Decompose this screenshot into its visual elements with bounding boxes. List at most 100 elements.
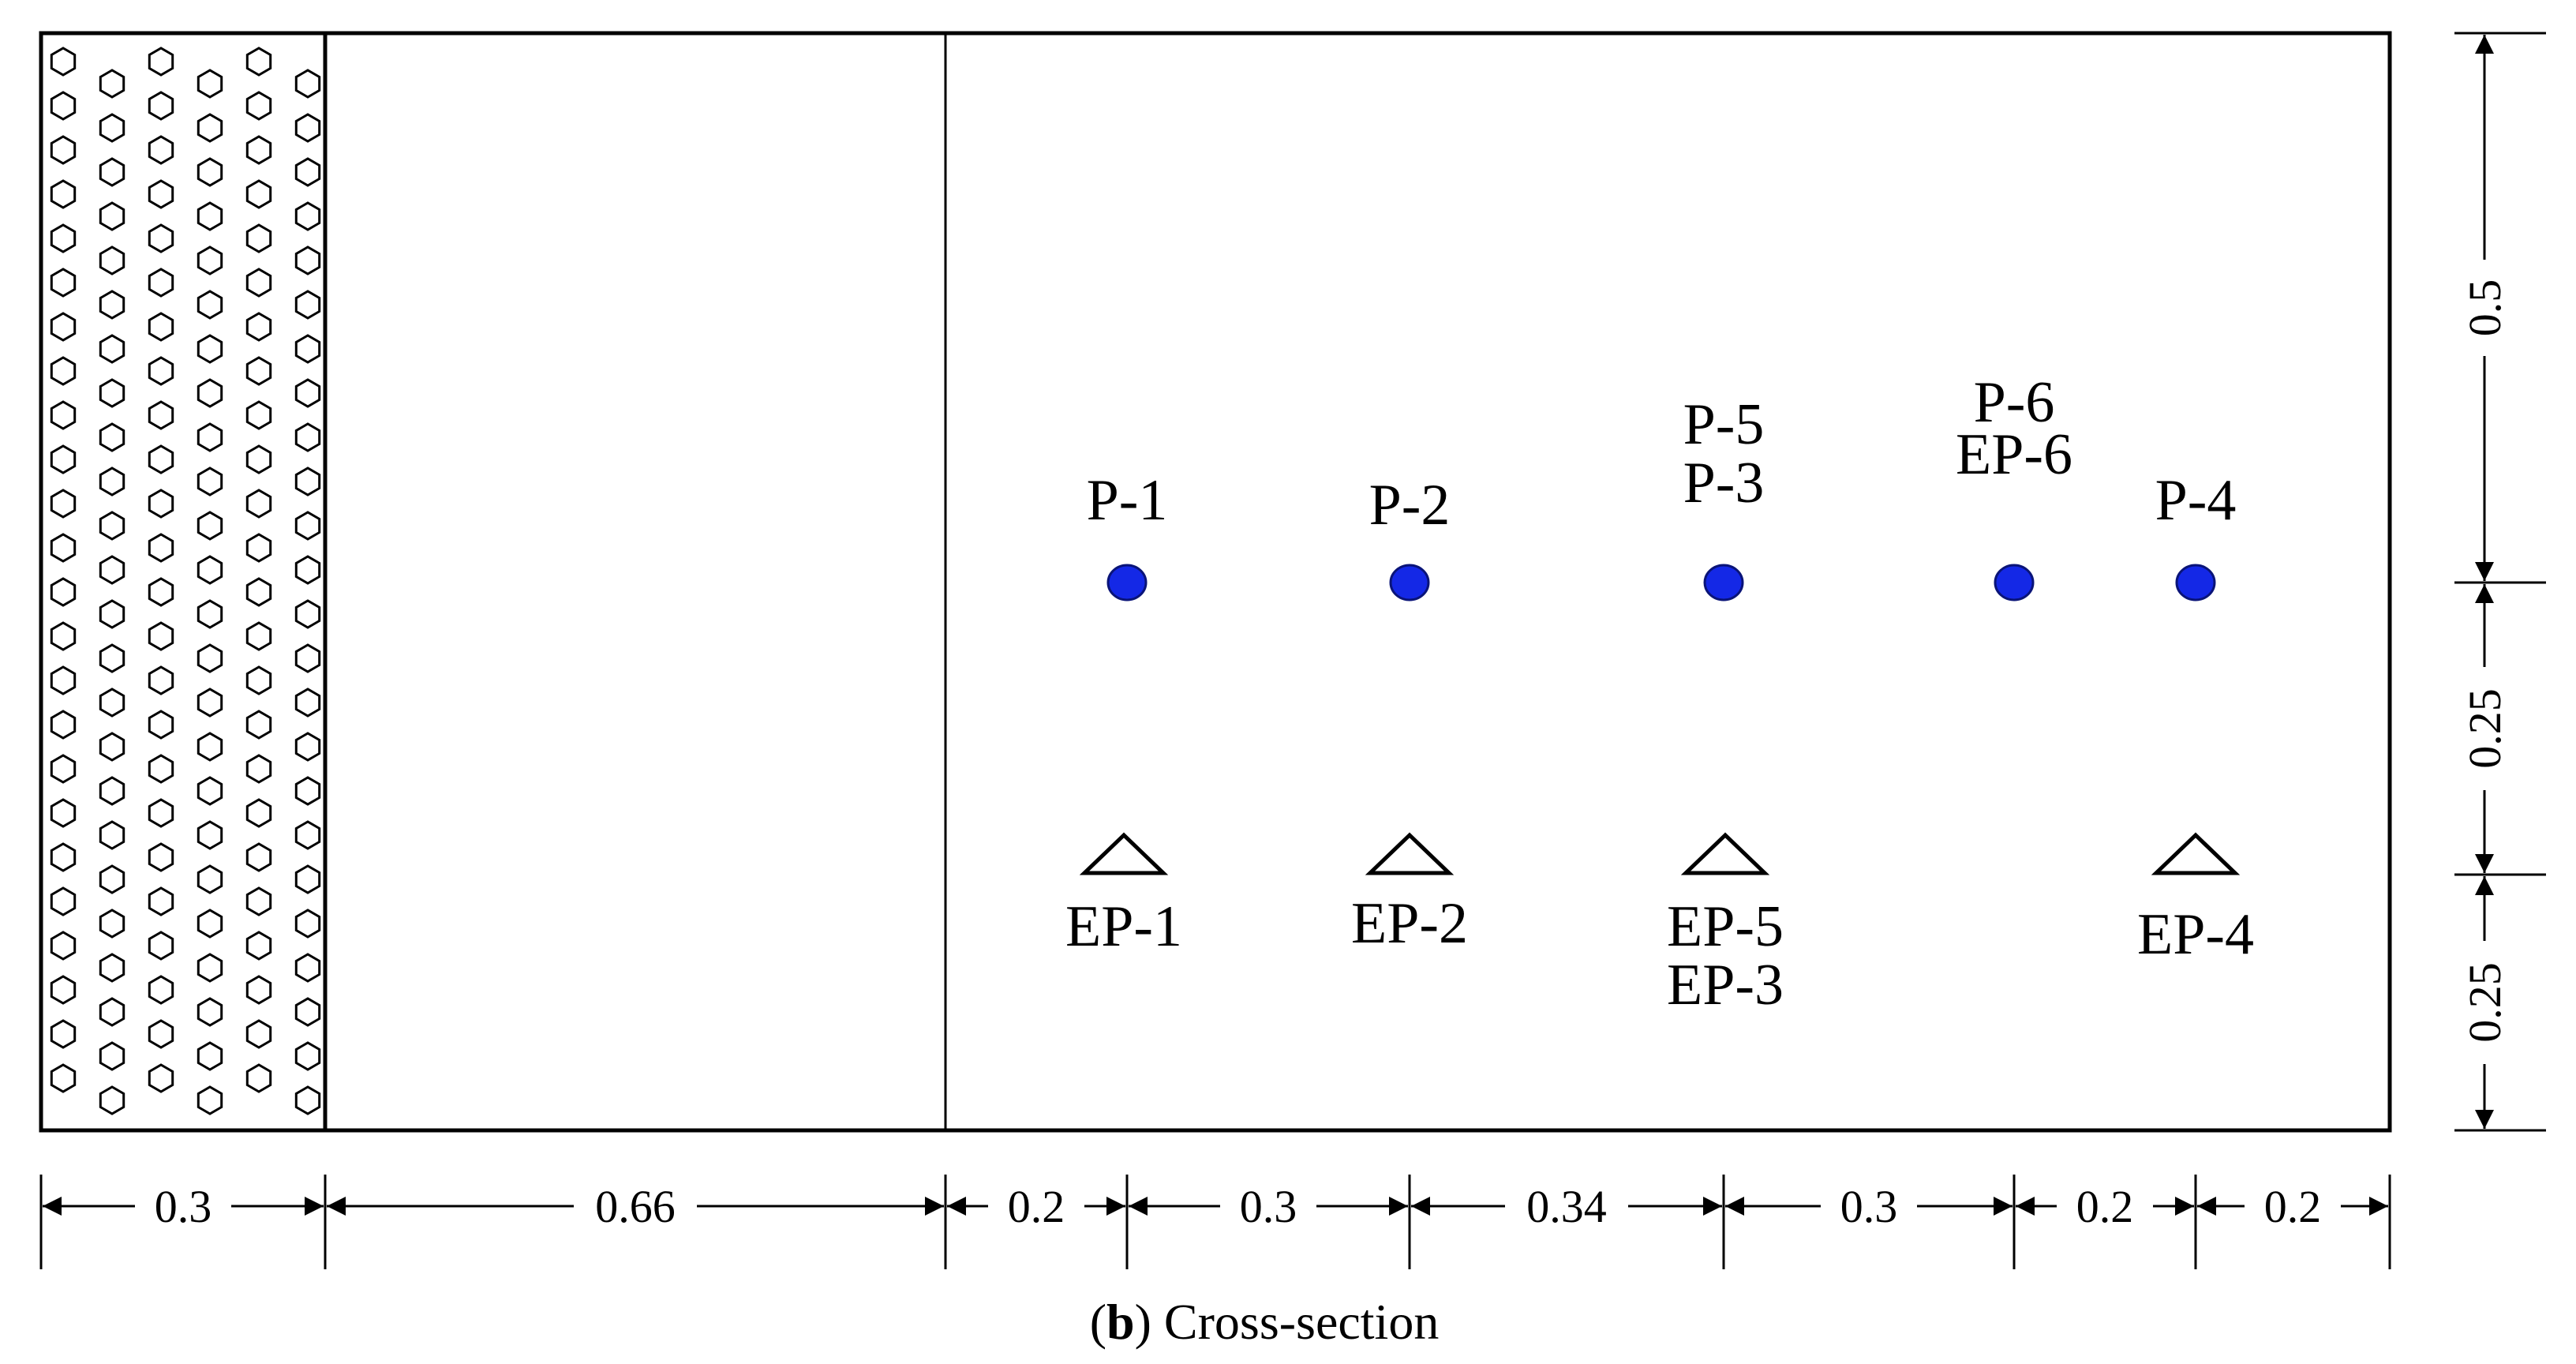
gravel-hex-icon (245, 665, 272, 695)
gravel-hex-icon (99, 953, 125, 983)
pressure-points: P-1 P-2 P-5P-3 P-6EP-6 P-4 (1087, 370, 2236, 601)
gravel-hex-icon (99, 909, 125, 939)
gravel-hex-icon (294, 643, 321, 673)
dimension-label: 0.3 (1240, 1181, 1297, 1232)
gravel-hex-icon (99, 732, 125, 762)
gravel-hex-icon (294, 599, 321, 629)
gravel-hex-icon (294, 245, 321, 275)
gravel-hex-icon (197, 776, 223, 806)
gravel-hex-icon (148, 91, 174, 121)
gravel-hex-icon (245, 1063, 272, 1093)
gravel-hex-icon (197, 909, 223, 939)
vertical-dimensions: 0.5 0.25 0.25 (2454, 32, 2546, 1132)
gravel-hex-icon (245, 47, 272, 77)
gravel-hex-icon (50, 1063, 77, 1093)
gravel-hex-icon (245, 975, 272, 1005)
gravel-hex-icon (245, 489, 272, 519)
gravel-hex-icon (294, 776, 321, 806)
pressure-point-marker (2175, 564, 2216, 601)
gravel-hex-icon (148, 975, 174, 1005)
gravel-hex-icon (99, 378, 125, 408)
gravel-hex-icon (294, 467, 321, 497)
gravel-hex-icon (50, 268, 77, 298)
gravel-hex-icon (148, 842, 174, 872)
pressure-point-marker (1389, 564, 1430, 601)
gravel-hex-icon (99, 688, 125, 718)
gravel-hex-icon (50, 1019, 77, 1049)
gravel-hex-icon (197, 201, 223, 231)
dimension-label: 0.5 (2459, 279, 2510, 337)
earth-pressure-marker (1079, 832, 1169, 875)
gravel-hex-icon (50, 710, 77, 740)
point-label: EP-3 (1667, 953, 1784, 1017)
earth-pressure-marker (2151, 832, 2241, 875)
gravel-hex-icon (245, 710, 272, 740)
gravel-hex-icon (197, 467, 223, 497)
gravel-hex-icon (245, 621, 272, 651)
gravel-hex-icon (99, 643, 125, 673)
gravel-hex-icon (99, 511, 125, 541)
gravel-hex-icon (294, 1041, 321, 1071)
gravel-hex-icon (197, 997, 223, 1027)
gravel-hex-icon (245, 533, 272, 563)
gravel-hex-icon (50, 621, 77, 651)
gravel-hex-icon (245, 577, 272, 607)
dimension-label: 0.3 (1840, 1181, 1898, 1232)
gravel-hex-icon (99, 820, 125, 850)
gravel-hex-icon (99, 157, 125, 187)
gravel-hex-icon (99, 245, 125, 275)
gravel-hex-icon (197, 1041, 223, 1071)
figure-caption: (b) Cross-section (1090, 1294, 1440, 1350)
dimension-label: 0.2 (2076, 1181, 2134, 1232)
gravel-hex-icon (50, 533, 77, 563)
gravel-hex-icon (50, 577, 77, 607)
gravel-hex-icon (50, 489, 77, 519)
gravel-hex-icon (197, 157, 223, 187)
gravel-hex-icon (197, 290, 223, 320)
gravel-hex-icon (99, 334, 125, 364)
gravel-hex-icon (99, 69, 125, 99)
gravel-hex-icon (294, 864, 321, 894)
point-label: P-3 (1683, 451, 1765, 515)
point-label: EP-4 (2137, 902, 2254, 967)
gravel-hex-icon (197, 555, 223, 585)
gravel-hex-icon (294, 201, 321, 231)
gravel-hex-icon (245, 356, 272, 386)
point-label: P-5 (1683, 392, 1765, 457)
gravel-hex-icon (197, 334, 223, 364)
gravel-hex-icon (99, 599, 125, 629)
gravel-hex-icon (50, 135, 77, 165)
gravel-hex-icon (50, 223, 77, 253)
gravel-hex-icon (245, 91, 272, 121)
gravel-hex-icon (148, 135, 174, 165)
gravel-hex-icon (294, 422, 321, 452)
dimension-label: 0.2 (2264, 1181, 2322, 1232)
gravel-hex-icon (50, 400, 77, 430)
gravel-hex-icon (148, 223, 174, 253)
gravel-hex-icon (197, 378, 223, 408)
gravel-hex-icon (148, 931, 174, 961)
gravel-hex-icon (294, 290, 321, 320)
gravel-hex-icon (197, 511, 223, 541)
gravel-hex-icon (197, 688, 223, 718)
gravel-hex-icon (245, 135, 272, 165)
gravel-hex-icon (50, 886, 77, 916)
gravel-hex-icon (148, 1063, 174, 1093)
gravel-hex-icon (294, 378, 321, 408)
point-label: EP-5 (1667, 894, 1784, 959)
gravel-hex-icon (245, 268, 272, 298)
gravel-hex-icon (148, 621, 174, 651)
gravel-hex-icon (197, 422, 223, 452)
point-label: P-2 (1369, 473, 1451, 538)
gravel-hex-icon (294, 820, 321, 850)
gravel-hex-icon (148, 665, 174, 695)
gravel-hex-icon (148, 444, 174, 474)
gravel-hex-icon (148, 179, 174, 209)
gravel-hex-icon (99, 1041, 125, 1071)
gravel-hex-icon (245, 842, 272, 872)
gravel-hex-icon (245, 312, 272, 342)
gravel-hex-icon (294, 688, 321, 718)
gravel-hex-icon (245, 400, 272, 430)
gravel-hex-icon (50, 754, 77, 784)
